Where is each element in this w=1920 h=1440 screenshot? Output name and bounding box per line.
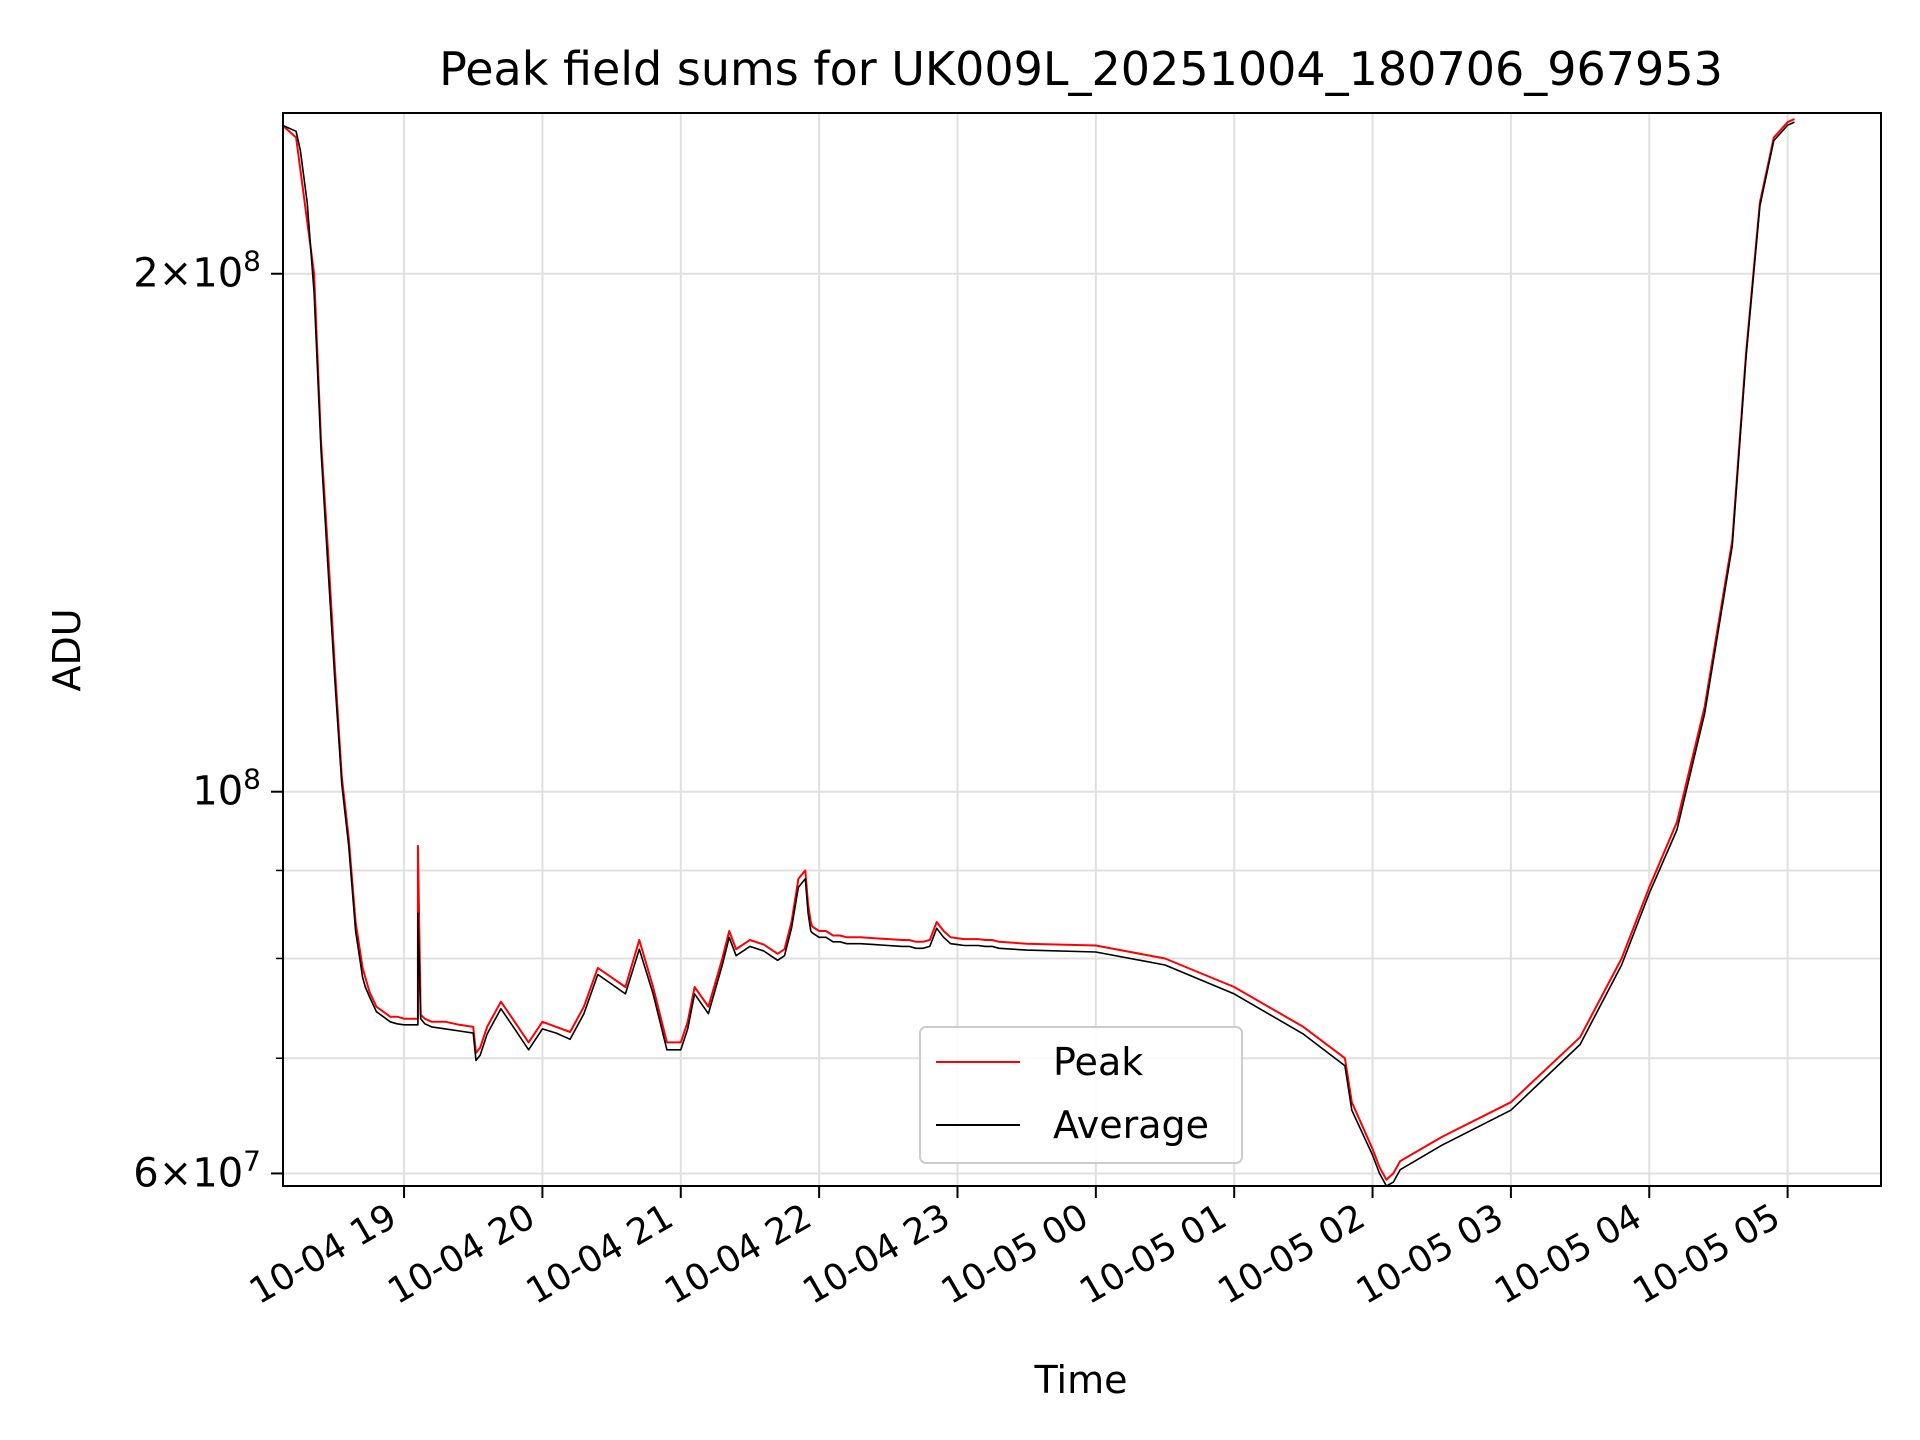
legend: Peak Average xyxy=(919,1026,1243,1164)
x-axis-label: Time xyxy=(1034,1358,1128,1402)
series-line-average xyxy=(281,121,1795,1187)
chart-title: Peak field sums for UK009L_20251004_1807… xyxy=(439,42,1723,96)
y-tick-label-1: 108 xyxy=(192,763,261,815)
y-axis-label: ADU xyxy=(45,608,89,691)
y-tick-label-2: 6×107 xyxy=(133,1144,261,1196)
plot-area-frame xyxy=(282,112,1882,1187)
y-axis: 2×108 108 6×107 xyxy=(133,245,283,1196)
series-group xyxy=(281,118,1795,1187)
series-line-peak xyxy=(281,118,1795,1181)
legend-label-peak: Peak xyxy=(1053,1040,1143,1084)
legend-label-average: Average xyxy=(1053,1103,1209,1147)
y-tick-label-0: 2×108 xyxy=(133,245,261,297)
